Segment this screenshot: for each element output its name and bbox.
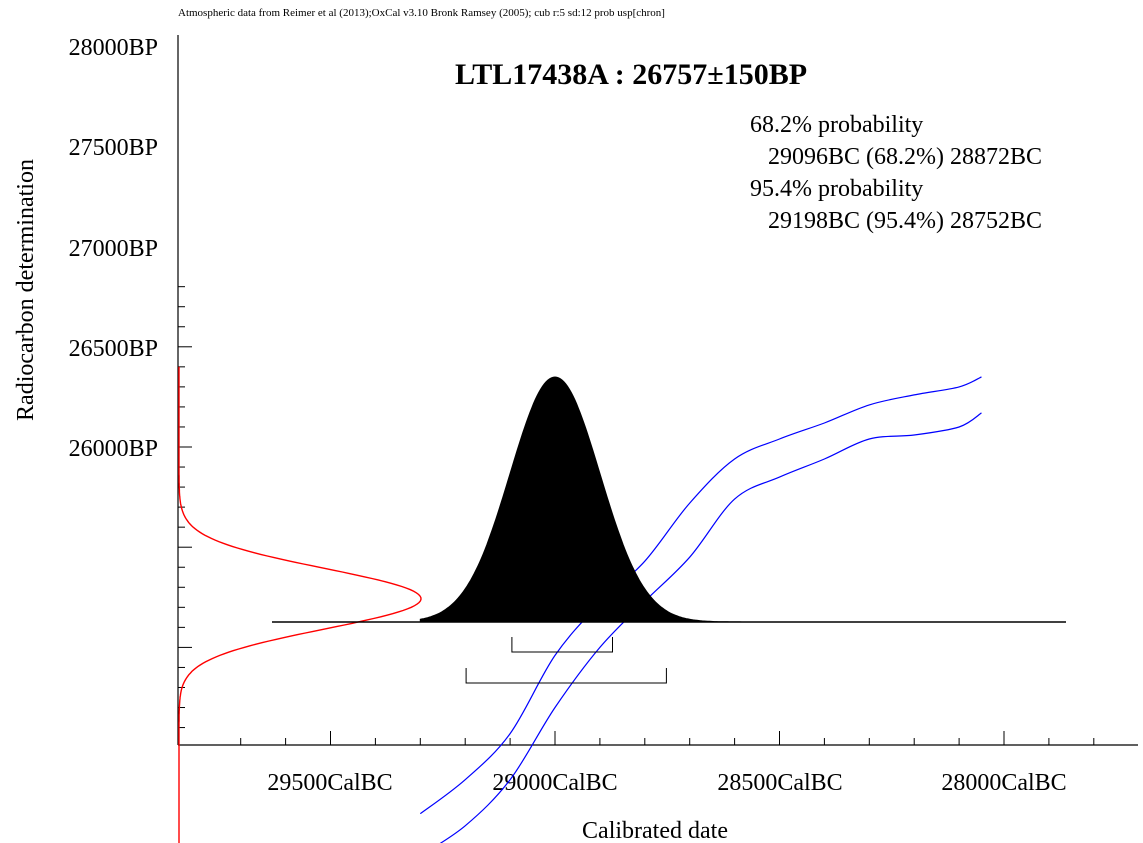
prob-68-label: 68.2% probability <box>750 112 923 138</box>
y-tick-label-26000: 26000BP <box>69 436 158 462</box>
y-tick-label-27000: 27000BP <box>69 236 158 262</box>
range-bracket-68 <box>511 637 613 653</box>
calibrated-probability-distribution <box>419 376 802 623</box>
prob-95-label: 95.4% probability <box>750 176 923 202</box>
prob-95-range: 29198BC (95.4%) 28752BC <box>768 208 1042 234</box>
y-minor-ticks <box>178 286 192 729</box>
x-tick-label-29500: 29500CalBC <box>267 770 392 796</box>
y-tick-label-26500: 26500BP <box>69 336 158 362</box>
range-bracket-95 <box>465 668 667 684</box>
x-axis-title: Calibrated date <box>582 818 728 843</box>
radiocarbon-measurement-curve <box>178 366 422 843</box>
y-tick-label-27500: 27500BP <box>69 135 158 161</box>
y-tick-label-28000: 28000BP <box>69 35 158 61</box>
x-tick-label-29000: 29000CalBC <box>492 770 617 796</box>
calibration-curve-upper <box>439 412 982 843</box>
attribution-note: Atmospheric data from Reimer et al (2013… <box>178 7 665 19</box>
plot-title: LTL17438A : 26757±150BP <box>455 58 807 91</box>
x-tick-label-28000: 28000CalBC <box>941 770 1066 796</box>
y-axis-title: Radiocarbon determination <box>13 159 39 421</box>
x-tick-label-28500: 28500CalBC <box>717 770 842 796</box>
prob-68-range: 29096BC (68.2%) 28872BC <box>768 144 1042 170</box>
calibration-curve-lower <box>419 376 982 815</box>
x-minor-ticks <box>240 731 1095 745</box>
